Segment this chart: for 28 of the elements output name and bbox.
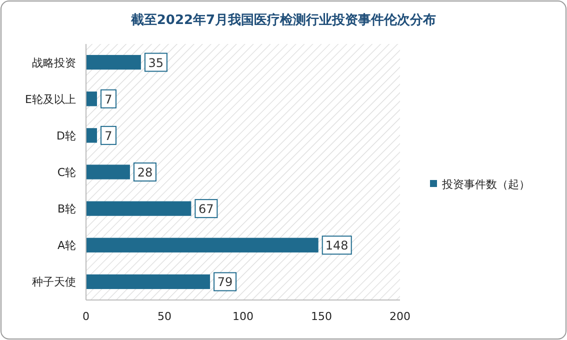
x-tick-label: 150	[311, 310, 332, 323]
y-tick-label: E轮及以上	[25, 92, 76, 106]
data-label: 28	[137, 166, 153, 180]
y-tick-label: 种子天使	[32, 276, 76, 289]
chart-title: 截至2022年7月我国医疗检测行业投资事件伦次分布	[130, 12, 436, 28]
bar	[86, 92, 97, 106]
data-label: 35	[148, 56, 164, 70]
bar	[86, 274, 210, 290]
x-tick-label: 200	[390, 310, 410, 323]
x-tick-label: 50	[158, 310, 172, 323]
y-tick-label: A轮	[57, 239, 76, 252]
bar	[86, 201, 192, 216]
legend-label: 投资事件数（起）	[441, 178, 530, 191]
bar	[86, 238, 318, 252]
data-label: 79	[217, 275, 233, 290]
data-label: 7	[104, 128, 112, 143]
bar	[86, 128, 97, 143]
x-tick-label: 0	[82, 310, 90, 323]
y-tick-label: B轮	[57, 202, 76, 216]
x-tick-label: 100	[232, 310, 254, 323]
data-label: 7	[104, 92, 112, 106]
data-label: 67	[198, 202, 214, 216]
data-label: 148	[325, 238, 348, 253]
bar	[86, 54, 141, 70]
bar	[86, 164, 130, 180]
y-tick-label: 战略投资	[32, 56, 76, 70]
y-tick-label: D轮	[56, 129, 76, 142]
y-tick-label: C轮	[57, 166, 76, 179]
